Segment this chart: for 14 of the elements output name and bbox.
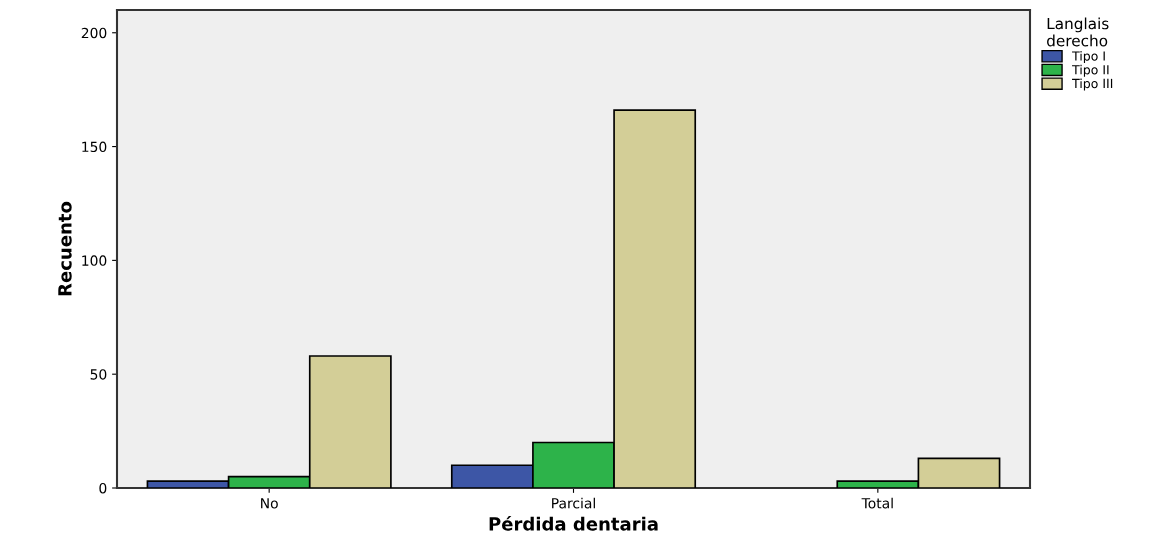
legend-title: Langlais derecho [1047, 17, 1109, 47]
y-axis-title: Recuento [58, 201, 72, 296]
legend-label: Tipo III [1072, 78, 1113, 91]
y-tick-label: 50 [90, 369, 107, 380]
x-tick-label: No [261, 498, 278, 509]
y-tick-label: 150 [82, 141, 107, 153]
y-tick-label: 100 [82, 255, 107, 266]
y-tick-label: 0 [99, 482, 107, 494]
x-tick-label: Parcial [552, 497, 595, 509]
x-axis-title: Pérdida dentaria [489, 516, 658, 531]
legend-label: Tipo II [1072, 64, 1109, 77]
x-tick-label: Total [861, 497, 893, 509]
y-tick-label: 200 [81, 27, 107, 39]
legend-label: Tipo I [1072, 51, 1105, 64]
